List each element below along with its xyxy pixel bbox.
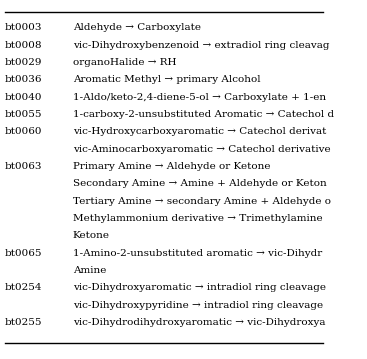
Text: 1-Aldo/keto-2,4-diene-5-ol → Carboxylate + 1-en: 1-Aldo/keto-2,4-diene-5-ol → Carboxylate… <box>73 93 326 102</box>
Text: Aldehyde → Carboxylate: Aldehyde → Carboxylate <box>73 23 201 32</box>
Text: Tertiary Amine → secondary Amine + Aldehyde o: Tertiary Amine → secondary Amine + Aldeh… <box>73 197 331 206</box>
Text: Ketone: Ketone <box>73 231 110 240</box>
Text: bt0003: bt0003 <box>5 23 42 32</box>
Text: bt0254: bt0254 <box>5 283 42 292</box>
Text: bt0065: bt0065 <box>5 249 42 258</box>
Text: bt0029: bt0029 <box>5 58 42 67</box>
Text: bt0008: bt0008 <box>5 41 42 50</box>
Text: Primary Amine → Aldehyde or Ketone: Primary Amine → Aldehyde or Ketone <box>73 162 270 171</box>
Text: 1-Amino-2-unsubstituted aromatic → vic-Dihydr: 1-Amino-2-unsubstituted aromatic → vic-D… <box>73 249 322 258</box>
Text: Secondary Amine → Amine + Aldehyde or Keton: Secondary Amine → Amine + Aldehyde or Ke… <box>73 180 327 188</box>
Text: vic-Hydroxycarboxyaromatic → Catechol derivat: vic-Hydroxycarboxyaromatic → Catechol de… <box>73 127 326 136</box>
Text: bt0063: bt0063 <box>5 162 42 171</box>
Text: bt0040: bt0040 <box>5 93 42 102</box>
Text: bt0060: bt0060 <box>5 127 42 136</box>
Text: organoHalide → RH: organoHalide → RH <box>73 58 177 67</box>
Text: Aromatic Methyl → primary Alcohol: Aromatic Methyl → primary Alcohol <box>73 75 261 84</box>
Text: vic-Dihydroxyaromatic → intradiol ring cleavage: vic-Dihydroxyaromatic → intradiol ring c… <box>73 283 326 292</box>
Text: Amine: Amine <box>73 266 106 275</box>
Text: vic-Dihydroxypyridine → intradiol ring cleavage: vic-Dihydroxypyridine → intradiol ring c… <box>73 300 323 310</box>
Text: bt0036: bt0036 <box>5 75 42 84</box>
Text: vic-Dihydroxybenzenoid → extradiol ring cleavag: vic-Dihydroxybenzenoid → extradiol ring … <box>73 41 329 50</box>
Text: bt0255: bt0255 <box>5 318 42 327</box>
Text: vic-Dihydrodihydroxyaromatic → vic-Dihydroxya: vic-Dihydrodihydroxyaromatic → vic-Dihyd… <box>73 318 326 327</box>
Text: Methylammonium derivative → Trimethylamine: Methylammonium derivative → Trimethylami… <box>73 214 323 223</box>
Text: bt0055: bt0055 <box>5 110 42 119</box>
Text: vic-Aminocarboxyaromatic → Catechol derivative: vic-Aminocarboxyaromatic → Catechol deri… <box>73 145 331 154</box>
Text: 1-carboxy-2-unsubstituted Aromatic → Catechol d: 1-carboxy-2-unsubstituted Aromatic → Cat… <box>73 110 334 119</box>
